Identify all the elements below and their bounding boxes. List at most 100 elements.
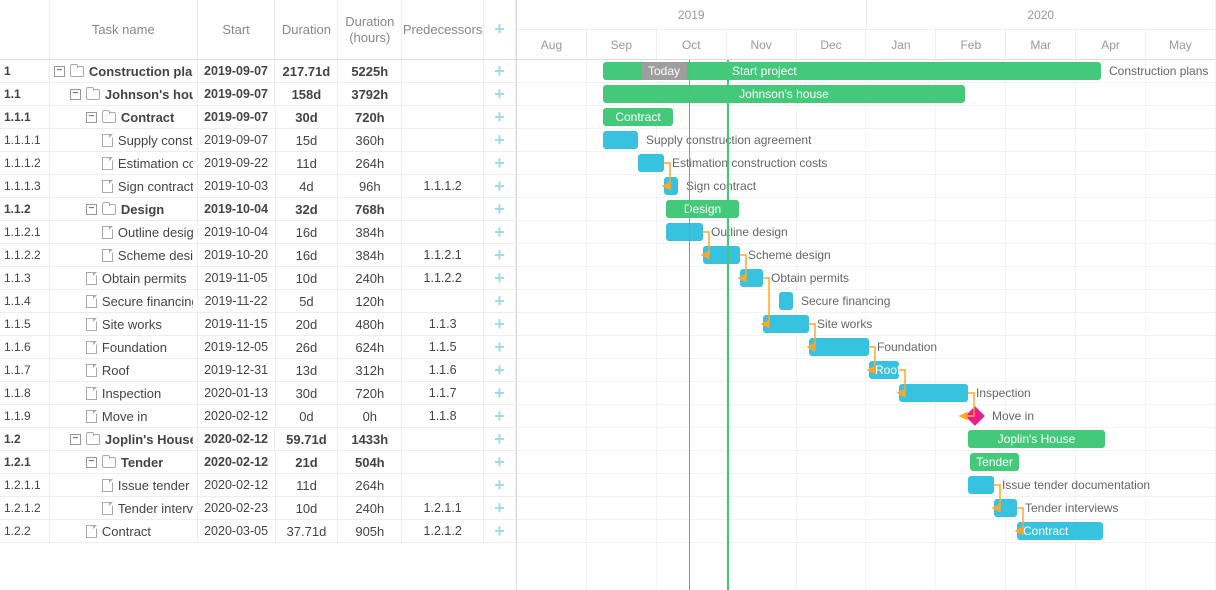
cell-name[interactable]: Scheme desig <box>50 244 198 266</box>
add-cell[interactable]: + <box>484 497 516 519</box>
table-row[interactable]: 1.1.2−Design2019-10-0432d768h+ <box>0 198 516 221</box>
add-cell[interactable]: + <box>484 152 516 174</box>
col-predecessors[interactable]: Predecessors <box>402 0 484 59</box>
cell-name[interactable]: Obtain permits <box>50 267 198 289</box>
add-cell[interactable]: + <box>484 267 516 289</box>
table-row[interactable]: 1.2.2Contract2020-03-0537.71d905h1.2.1.2… <box>0 520 516 543</box>
cell-start[interactable]: 2019-10-04 <box>198 221 276 243</box>
gantt-bar[interactable]: Scheme design <box>703 246 740 264</box>
table-row[interactable]: 1.1.2.1Outline design2019-10-0416d384h+ <box>0 221 516 244</box>
gantt-bar[interactable]: Estimation construction costs <box>638 154 664 172</box>
cell-predecessors[interactable]: 1.1.2.1 <box>402 244 484 266</box>
cell-duration-hours[interactable]: 624h <box>338 336 402 358</box>
table-row[interactable]: 1−Construction plans2019-09-07217.71d522… <box>0 60 516 83</box>
gantt-bar[interactable]: Joplin's House <box>968 430 1105 448</box>
cell-predecessors[interactable] <box>402 152 484 174</box>
cell-duration[interactable]: 217.71d <box>275 60 338 82</box>
cell-name[interactable]: Outline design <box>50 221 198 243</box>
cell-predecessors[interactable]: 1.1.2.2 <box>402 267 484 289</box>
cell-name[interactable]: Roof <box>50 359 198 381</box>
cell-predecessors[interactable]: 1.1.5 <box>402 336 484 358</box>
add-cell[interactable]: + <box>484 336 516 358</box>
cell-duration-hours[interactable]: 5225h <box>338 60 402 82</box>
add-cell[interactable]: + <box>484 520 516 542</box>
cell-start[interactable]: 2019-10-03 <box>198 175 276 197</box>
add-cell[interactable]: + <box>484 175 516 197</box>
table-row[interactable]: 1.1.1.2Estimation cor2019-09-2211d264h+ <box>0 152 516 175</box>
gantt-row[interactable]: Foundation <box>517 336 1216 359</box>
add-cell[interactable]: + <box>484 451 516 473</box>
cell-start[interactable]: 2019-09-07 <box>198 106 276 128</box>
add-cell[interactable]: + <box>484 359 516 381</box>
add-cell[interactable]: + <box>484 405 516 427</box>
cell-predecessors[interactable]: 1.2.1.1 <box>402 497 484 519</box>
cell-name[interactable]: Site works <box>50 313 198 335</box>
add-cell[interactable]: + <box>484 290 516 312</box>
table-row[interactable]: 1.2.1.2Tender intervie2020-02-2310d240h1… <box>0 497 516 520</box>
cell-duration[interactable]: 5d <box>276 290 339 312</box>
gantt-row[interactable]: Tender interviews <box>517 497 1216 520</box>
cell-duration-hours[interactable]: 384h <box>338 244 402 266</box>
gantt-bar[interactable]: Outline design <box>666 223 703 241</box>
gantt-bar[interactable]: Contract <box>1017 522 1103 540</box>
col-duration-hours[interactable]: Duration (hours) <box>338 0 402 59</box>
gantt-row[interactable]: Inspection <box>517 382 1216 405</box>
gantt-row[interactable]: Move in <box>517 405 1216 428</box>
collapse-toggle[interactable]: − <box>70 434 81 445</box>
gantt-row[interactable]: Scheme design <box>517 244 1216 267</box>
cell-start[interactable]: 2019-12-31 <box>198 359 276 381</box>
cell-start[interactable]: 2019-11-22 <box>198 290 276 312</box>
col-duration[interactable]: Duration <box>275 0 338 59</box>
add-cell[interactable]: + <box>484 198 516 220</box>
cell-start[interactable]: 2019-10-04 <box>198 198 276 220</box>
cell-duration[interactable]: 158d <box>275 83 338 105</box>
cell-name[interactable]: Secure financing <box>50 290 198 312</box>
add-cell[interactable]: + <box>484 106 516 128</box>
cell-name[interactable]: −Joplin's House <box>50 428 198 450</box>
cell-name[interactable]: Sign contract <box>50 175 198 197</box>
cell-start[interactable]: 2019-09-07 <box>198 83 276 105</box>
cell-start[interactable]: 2020-03-05 <box>198 520 276 542</box>
cell-start[interactable]: 2019-09-22 <box>198 152 276 174</box>
cell-predecessors[interactable] <box>402 221 484 243</box>
table-row[interactable]: 1.1.1.1Supply constru2019-09-0715d360h+ <box>0 129 516 152</box>
gantt-row[interactable]: Roof <box>517 359 1216 382</box>
table-row[interactable]: 1.1.6Foundation2019-12-0526d624h1.1.5+ <box>0 336 516 359</box>
cell-predecessors[interactable] <box>402 106 484 128</box>
add-column-button[interactable]: + <box>484 0 516 59</box>
cell-duration[interactable]: 59.71d <box>275 428 338 450</box>
table-row[interactable]: 1.2.1−Tender2020-02-1221d504h+ <box>0 451 516 474</box>
gantt-row[interactable]: Estimation construction costs <box>517 152 1216 175</box>
cell-predecessors[interactable] <box>402 428 484 450</box>
gantt-bar[interactable]: Supply construction agreement <box>603 131 638 149</box>
col-start[interactable]: Start <box>198 0 276 59</box>
cell-start[interactable]: 2020-02-12 <box>198 474 276 496</box>
add-cell[interactable]: + <box>484 244 516 266</box>
cell-start[interactable]: 2019-09-07 <box>198 60 276 82</box>
cell-start[interactable]: 2019-10-20 <box>198 244 276 266</box>
table-row[interactable]: 1.2.1.1Issue tender d2020-02-1211d264h+ <box>0 474 516 497</box>
add-cell[interactable]: + <box>484 313 516 335</box>
cell-start[interactable]: 2020-02-12 <box>198 451 276 473</box>
cell-duration[interactable]: 16d <box>276 221 339 243</box>
gantt-bar[interactable]: Roof <box>869 361 899 379</box>
gantt-row[interactable]: Contract <box>517 520 1216 543</box>
table-row[interactable]: 1.1.8Inspection2020-01-1330d720h1.1.7+ <box>0 382 516 405</box>
cell-start[interactable]: 2019-09-07 <box>198 129 276 151</box>
cell-duration[interactable]: 13d <box>276 359 339 381</box>
gantt-row[interactable]: Outline design <box>517 221 1216 244</box>
cell-duration[interactable]: 37.71d <box>276 520 339 542</box>
cell-predecessors[interactable]: 1.1.3 <box>402 313 484 335</box>
table-row[interactable]: 1.1.4Secure financing2019-11-225d120h+ <box>0 290 516 313</box>
table-row[interactable]: 1.2−Joplin's House2020-02-1259.71d1433h+ <box>0 428 516 451</box>
add-cell[interactable]: + <box>484 428 516 450</box>
cell-name[interactable]: −Design <box>50 198 198 220</box>
cell-predecessors[interactable] <box>402 198 484 220</box>
cell-duration[interactable]: 10d <box>276 497 339 519</box>
table-row[interactable]: 1.1.1.3Sign contract2019-10-034d96h1.1.1… <box>0 175 516 198</box>
cell-duration-hours[interactable]: 96h <box>338 175 402 197</box>
cell-name[interactable]: −Contract <box>50 106 198 128</box>
cell-predecessors[interactable]: 1.2.1.2 <box>402 520 484 542</box>
cell-name[interactable]: Tender intervie <box>50 497 198 519</box>
cell-duration-hours[interactable]: 264h <box>338 152 402 174</box>
